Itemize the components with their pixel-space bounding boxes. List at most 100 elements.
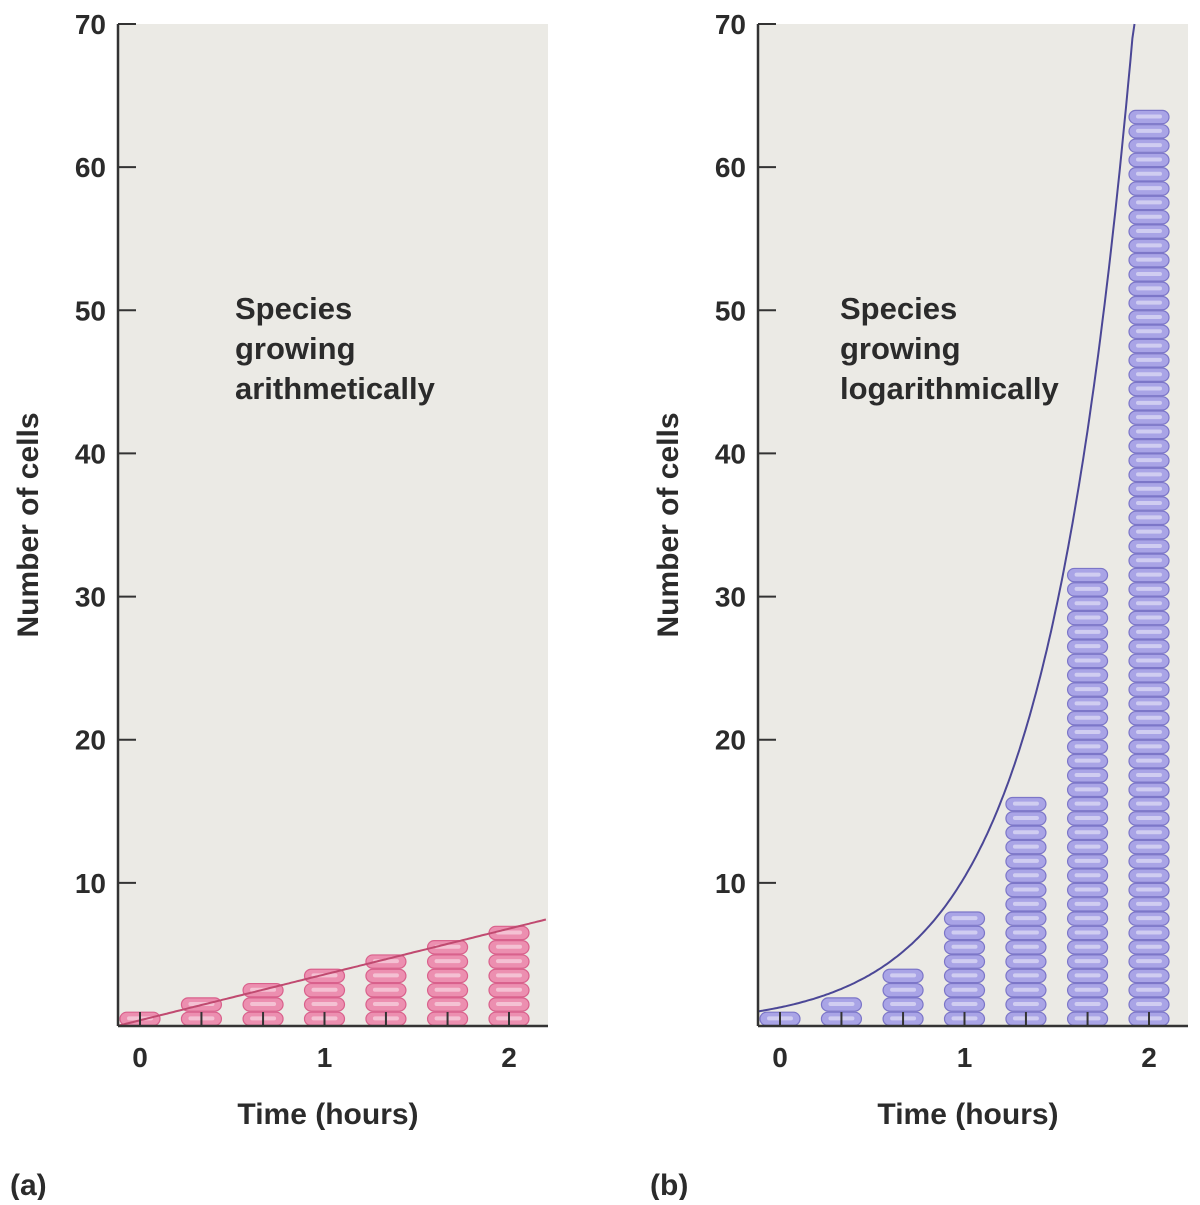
cell-disk <box>1005 968 1047 984</box>
cell-highlight <box>1074 815 1101 820</box>
cell-highlight <box>1136 171 1162 176</box>
cell-disk <box>1066 610 1109 626</box>
cell-highlight <box>496 930 522 935</box>
cell-highlight <box>890 1002 917 1007</box>
cell-disk <box>1066 954 1109 969</box>
bar-2 <box>882 968 924 1027</box>
cell-disk <box>820 997 863 1012</box>
cell-highlight <box>434 1002 461 1007</box>
cell-disk <box>1066 868 1109 883</box>
cell-highlight <box>1074 601 1101 606</box>
cell-disk <box>1005 796 1047 812</box>
cell-disk <box>1128 181 1170 196</box>
cell-highlight <box>1074 644 1101 649</box>
cell-disk <box>1128 854 1170 869</box>
cell-highlight <box>1012 944 1039 949</box>
panel-label: (b) <box>650 1169 688 1200</box>
cell-disk <box>488 940 530 955</box>
cell-highlight <box>1012 901 1039 906</box>
cell-disk <box>1066 653 1109 669</box>
cell-disk <box>1128 825 1170 841</box>
cell-disk <box>1128 353 1170 368</box>
cell-disk <box>1128 524 1170 540</box>
panel-a: 10 20 30 40 50 60 70 0 1 2 Time (hours) Number of c… <box>10 9 548 1202</box>
cell-highlight <box>1136 672 1162 677</box>
cell-highlight <box>1136 128 1162 133</box>
cell-disk <box>1128 882 1170 898</box>
cell-highlight <box>951 944 978 949</box>
cell-disk <box>1066 725 1109 740</box>
cell-disk <box>1005 940 1047 955</box>
cell-highlight <box>496 944 522 949</box>
y-tick-label: 60 <box>75 152 106 183</box>
cell-highlight <box>1074 787 1101 792</box>
cell-highlight <box>890 973 917 978</box>
cell-highlight <box>1136 558 1162 563</box>
cell-highlight <box>1074 901 1101 906</box>
cell-disk <box>1066 739 1109 755</box>
x-tick-label: 2 <box>1141 1042 1157 1073</box>
cell-highlight <box>1136 386 1162 391</box>
cell-highlight <box>951 973 978 978</box>
cell-disk <box>1128 811 1170 826</box>
cell-highlight <box>1136 501 1162 506</box>
cell-disk <box>1128 739 1170 755</box>
cell-highlight <box>1136 629 1162 634</box>
cell-disk <box>1066 925 1109 941</box>
cell-disk <box>1005 882 1047 898</box>
x-axis-label: Time (hours) <box>237 1098 418 1131</box>
cell-disk <box>1128 109 1170 125</box>
cell-highlight <box>1074 858 1101 863</box>
cell-highlight <box>1136 429 1162 434</box>
bar-3 <box>943 911 986 1027</box>
cell-disk <box>303 982 346 998</box>
cell-highlight <box>1136 787 1162 792</box>
cell-disk <box>1005 982 1047 998</box>
cell-disk <box>1128 625 1170 640</box>
cell-disk <box>1128 567 1170 583</box>
x-tick-label: 2 <box>501 1042 517 1073</box>
cell-disk <box>1066 854 1109 869</box>
cell-highlight <box>1136 186 1162 191</box>
cell-disk <box>943 925 986 941</box>
cell-disk <box>1066 811 1109 826</box>
cell-disk <box>1128 639 1170 654</box>
panel-b: 10 20 30 40 50 60 70 0 1 2 Time (hours) Number of c… <box>650 9 1188 1202</box>
cell-disk <box>1128 124 1170 139</box>
cell-highlight <box>1074 672 1101 677</box>
cell-highlight <box>1012 873 1039 878</box>
cell-highlight <box>1136 157 1162 162</box>
cell-disk <box>1066 825 1109 841</box>
cell-highlight <box>1136 472 1162 477</box>
cell-highlight <box>1136 687 1162 692</box>
bar-4 <box>1005 796 1047 1027</box>
cell-disk <box>1128 310 1170 325</box>
cell-highlight <box>828 1002 855 1007</box>
y-tick-label: 20 <box>75 725 106 756</box>
cell-disk <box>1066 796 1109 812</box>
cell-highlight <box>1136 529 1162 534</box>
cell-disk <box>1128 224 1170 239</box>
cell-highlight <box>1074 687 1101 692</box>
cell-highlight <box>1012 858 1039 863</box>
cell-highlight <box>1074 959 1101 964</box>
cell-disk <box>1128 281 1170 297</box>
cell-highlight <box>1136 243 1162 248</box>
cell-disk <box>943 940 986 955</box>
cell-disk <box>1128 267 1170 282</box>
cell-highlight <box>951 959 978 964</box>
cell-highlight <box>1074 830 1101 835</box>
cell-disk <box>1128 453 1170 468</box>
cell-highlight <box>1136 815 1162 820</box>
cell-disk <box>1128 167 1170 182</box>
y-tick-label: 40 <box>75 438 106 469</box>
cell-disk <box>1128 467 1170 483</box>
y-axis-label: Number of cells <box>12 412 45 637</box>
cell-disk <box>365 954 407 969</box>
cell-highlight <box>1074 973 1101 978</box>
cell-disk <box>1128 295 1170 311</box>
cell-disk <box>1066 668 1109 683</box>
cell-highlight <box>1012 844 1039 849</box>
cell-highlight <box>1074 658 1101 663</box>
cell-disk <box>1128 209 1170 225</box>
